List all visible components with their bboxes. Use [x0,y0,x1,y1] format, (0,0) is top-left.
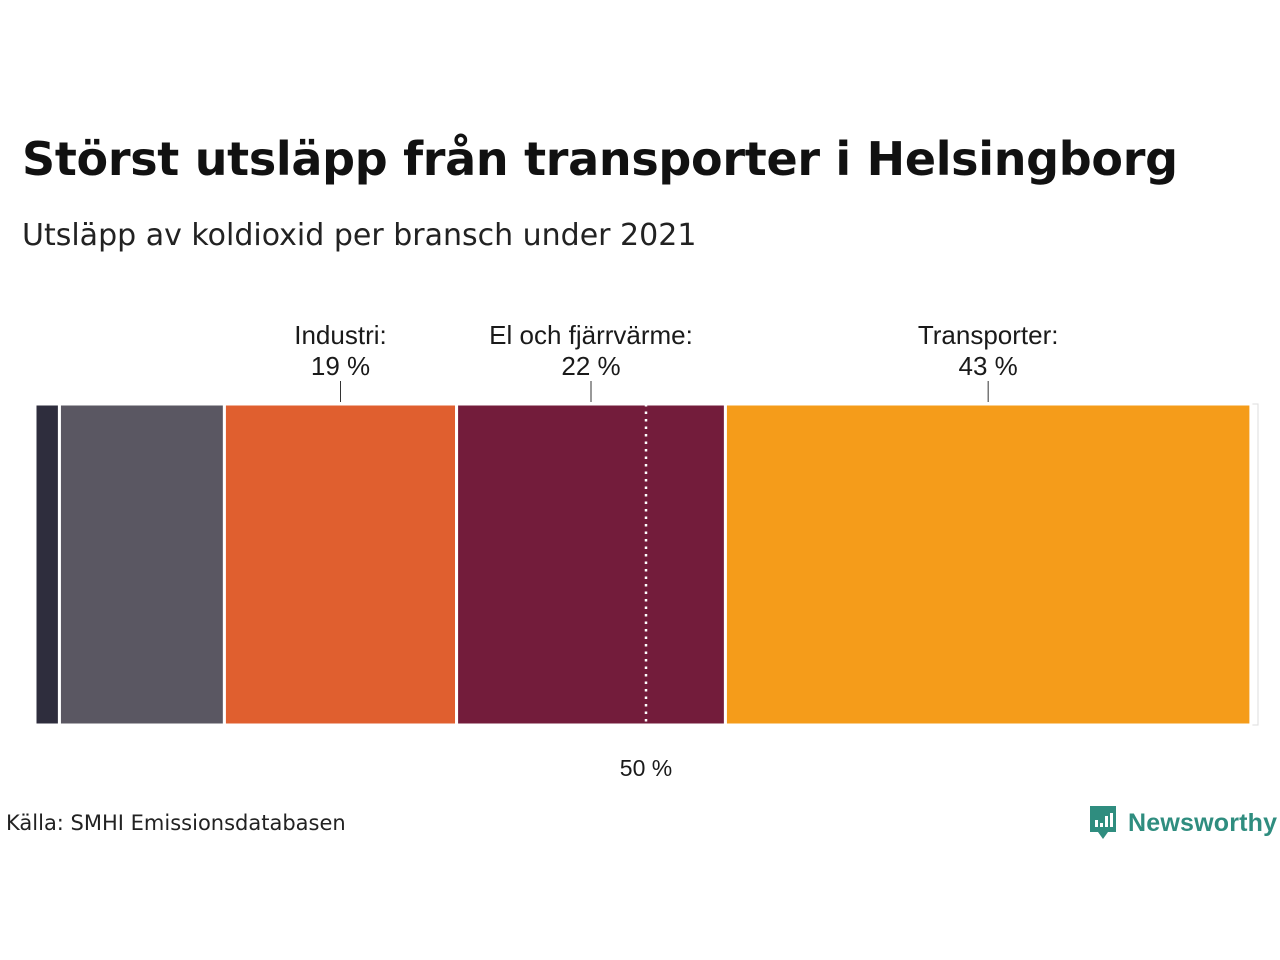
bar-segment-el-och-fjärrvärme [455,402,727,727]
source-note: Källa: SMHI Emissionsdatabasen [6,811,346,835]
chart-subtitle: Utsläpp av koldioxid per bransch under 2… [22,218,697,253]
stacked-bar-chart: Industri:19 % El och fjärrvärme:22 % Trans… [33,320,1259,781]
segment-label-value: 43 % [959,351,1018,381]
bar-segment-transporter [723,402,1253,727]
segment-label-value: 22 % [561,351,620,381]
bar-segment-industri [222,402,459,727]
reference-line-label: 50 % [620,755,672,781]
segment-label-name: Transporter: [918,320,1059,350]
brand-name: Newsworthy [1128,808,1278,837]
newsworthy-logo: Newsworthy [1088,803,1277,843]
bar-segment-other-1 [57,402,226,727]
segment-label-value: 19 % [311,351,370,381]
segment-label-name: El och fjärrvärme: [489,320,693,350]
newsworthy-logo-icon [1090,806,1116,839]
segment-label-name: Industri: [294,320,387,350]
chart-title: Störst utsläpp från transporter i Helsin… [22,132,1178,186]
bar-segment-other-0 [33,402,61,727]
